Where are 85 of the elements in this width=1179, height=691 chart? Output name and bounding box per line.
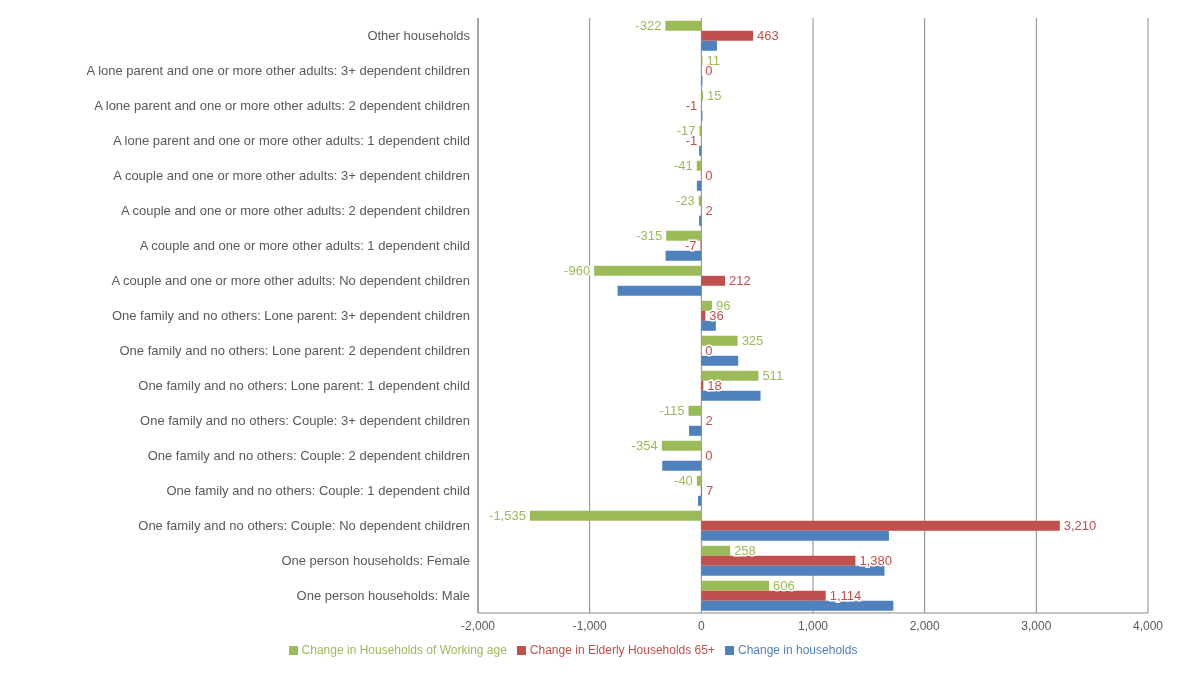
data-label: -41	[673, 158, 693, 174]
x-tick-label: -2,000	[460, 618, 496, 633]
x-tick-label: 4,000	[1132, 618, 1164, 633]
bar	[594, 265, 702, 276]
data-label: 18	[707, 378, 722, 394]
data-label: 606	[773, 578, 795, 594]
data-label: 0	[705, 343, 713, 359]
data-label: 0	[705, 168, 713, 184]
data-label: 212	[729, 273, 751, 289]
legend-label: Change in households	[737, 643, 858, 657]
data-label: -40	[674, 473, 693, 489]
y-tick-label: One family and no others: Lone parent: 3+ dependent children	[111, 308, 470, 324]
bar	[661, 440, 702, 451]
bar	[701, 370, 759, 381]
y-tick-label: One person households: Male	[296, 588, 470, 604]
y-tick-label: One family and no others: Couple: 3+ dependent children	[140, 413, 470, 429]
bar	[701, 390, 761, 401]
data-label: -354	[631, 438, 658, 454]
bar	[701, 530, 889, 541]
bar	[701, 40, 717, 51]
data-label: -1	[685, 98, 698, 114]
data-label: -115	[659, 403, 685, 419]
data-label: -23	[675, 193, 695, 209]
data-label: 1,114	[829, 588, 862, 604]
bar	[701, 310, 706, 321]
y-tick-label: A couple and one or more other adults: 3+ dependent children	[113, 168, 470, 184]
bar	[701, 600, 894, 611]
y-tick-label: A couple and one or more other adults: No dependent children	[111, 273, 470, 289]
bar	[701, 555, 856, 566]
bar	[701, 380, 704, 391]
y-tick-label: A lone parent and one or more other adults: 1 dependent child	[112, 133, 470, 149]
x-tick-label: 1,000	[797, 618, 829, 633]
bar	[701, 580, 769, 591]
bar	[701, 335, 738, 346]
y-tick-label: One family and no others: Lone parent: 1 dependent child	[138, 378, 470, 394]
legend-label: Change in Elderly Households 65+	[529, 643, 715, 657]
data-label: 15	[707, 88, 722, 104]
bar	[529, 510, 702, 521]
data-label: -322	[635, 18, 662, 34]
bar	[701, 590, 826, 601]
bar	[662, 460, 702, 471]
legend-label: Change in Households of Working age	[301, 643, 507, 657]
bar	[665, 20, 702, 31]
y-tick-label: A lone parent and one or more other adults: 2 dependent children	[94, 98, 470, 114]
data-label: 1,380	[859, 553, 892, 569]
bar	[689, 425, 702, 436]
y-tick-label: One family and no others: Couple: 2 dependent children	[147, 448, 470, 464]
bar	[701, 355, 739, 366]
data-label: 0	[705, 448, 713, 464]
bar	[665, 250, 702, 261]
y-tick-label: Other households	[367, 28, 471, 44]
data-label: 511	[762, 368, 784, 384]
data-label: -1,535	[489, 508, 526, 524]
x-tick-label: -1,000	[572, 618, 607, 633]
bar	[701, 30, 754, 41]
y-tick-label: A couple and one or more other adults: 1 dependent child	[139, 238, 470, 254]
y-tick-label: A lone parent and one or more other adults: 3+ dependent children	[86, 63, 470, 79]
data-label: 2	[705, 413, 713, 429]
bar	[617, 285, 702, 296]
bar	[699, 145, 702, 156]
bar	[701, 275, 726, 286]
bar	[701, 300, 713, 311]
bar	[701, 545, 731, 556]
bar	[701, 320, 716, 331]
x-tick-label: 2,000	[909, 618, 941, 633]
data-label: -315	[636, 228, 663, 244]
y-tick-label: One family and no others: Couple: No dependent children	[138, 518, 470, 534]
data-label: 325	[741, 333, 764, 349]
data-label: -7	[684, 238, 697, 254]
y-tick-label: A couple and one or more other adults: 2 dependent children	[120, 203, 470, 219]
data-label: 2	[705, 203, 713, 219]
bar	[701, 520, 1060, 531]
bar	[688, 405, 702, 416]
y-tick-label: One family and no others: Couple: 1 dependent child	[166, 483, 470, 499]
data-label: 7	[706, 483, 714, 499]
bar	[701, 565, 885, 576]
bar	[666, 230, 702, 241]
y-tick-label: One family and no others: Lone parent: 2 dependent children	[119, 343, 470, 359]
data-label: 258	[734, 543, 756, 559]
data-label: 3,210	[1063, 518, 1097, 534]
bar	[699, 215, 702, 226]
x-tick-label: 3,000	[1021, 618, 1052, 633]
x-tick-label: 0	[697, 618, 705, 633]
data-label: 463	[757, 28, 779, 44]
y-tick-label: One person households: Female	[281, 553, 470, 569]
